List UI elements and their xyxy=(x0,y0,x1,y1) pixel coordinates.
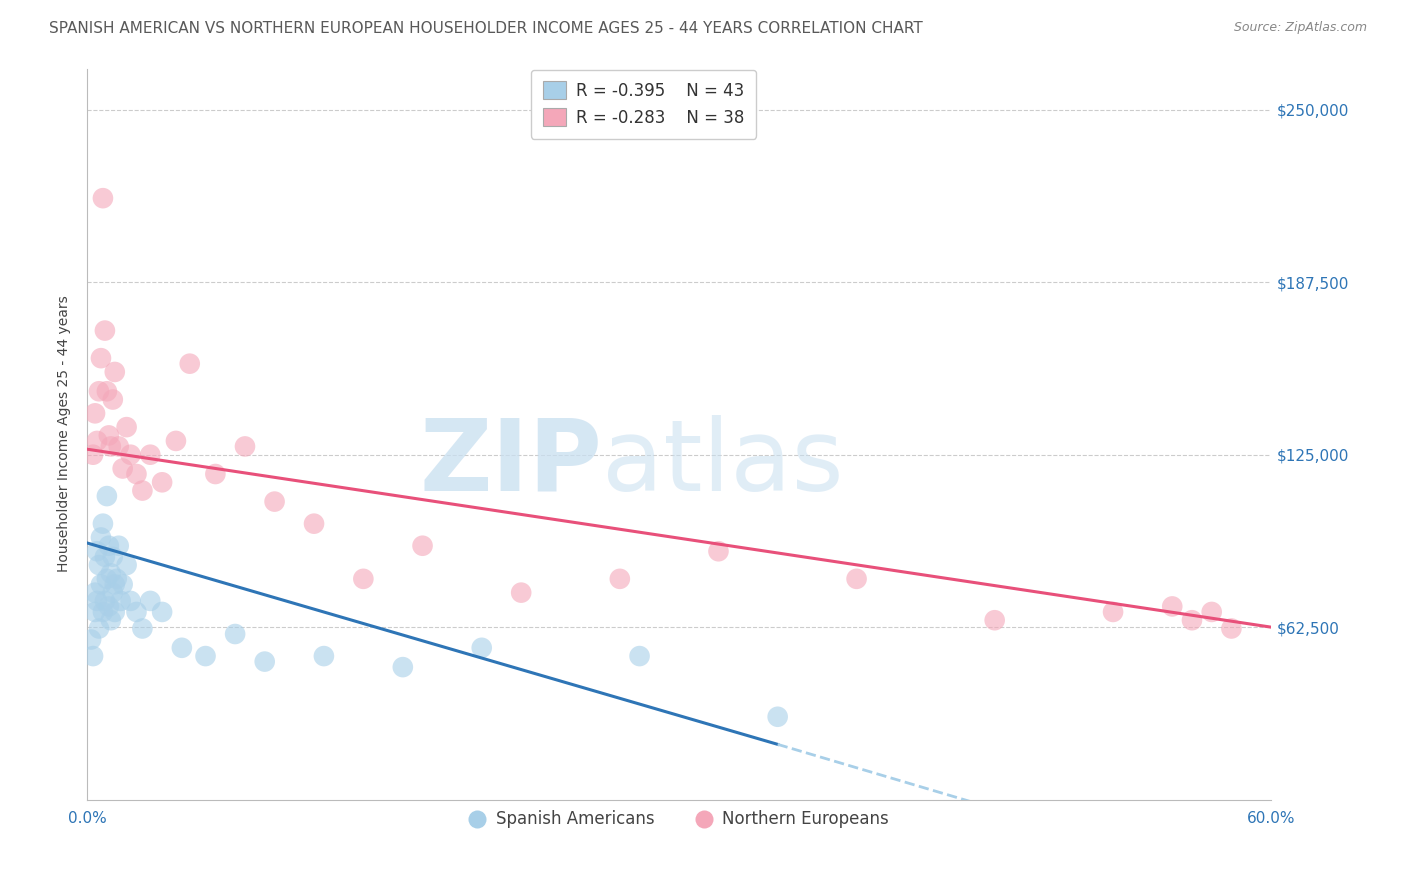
Point xyxy=(150,475,173,490)
Point xyxy=(302,516,325,531)
Point xyxy=(94,594,117,608)
Point xyxy=(253,655,276,669)
Point xyxy=(100,613,122,627)
Text: atlas: atlas xyxy=(602,415,844,512)
Point xyxy=(96,384,118,399)
Point xyxy=(91,605,114,619)
Point xyxy=(97,428,120,442)
Point xyxy=(471,640,494,655)
Point xyxy=(131,483,153,498)
Point xyxy=(84,605,107,619)
Point xyxy=(125,467,148,481)
Point xyxy=(115,558,138,572)
Point xyxy=(179,357,201,371)
Point xyxy=(87,558,110,572)
Point xyxy=(104,365,127,379)
Point xyxy=(94,549,117,564)
Point xyxy=(609,572,631,586)
Point xyxy=(1181,613,1204,627)
Point xyxy=(90,577,112,591)
Point xyxy=(139,594,162,608)
Point xyxy=(1201,605,1223,619)
Point xyxy=(86,544,108,558)
Point xyxy=(82,649,104,664)
Point xyxy=(111,577,134,591)
Point xyxy=(101,585,124,599)
Point xyxy=(263,494,285,508)
Point xyxy=(391,660,413,674)
Point xyxy=(707,544,730,558)
Point xyxy=(100,566,122,581)
Text: ZIP: ZIP xyxy=(419,415,602,512)
Point xyxy=(204,467,226,481)
Point xyxy=(104,605,127,619)
Point xyxy=(91,191,114,205)
Point xyxy=(91,516,114,531)
Point xyxy=(84,406,107,420)
Point xyxy=(1102,605,1125,619)
Point xyxy=(87,384,110,399)
Point xyxy=(224,627,246,641)
Point xyxy=(82,448,104,462)
Point xyxy=(165,434,187,448)
Point xyxy=(107,539,129,553)
Point xyxy=(86,434,108,448)
Point xyxy=(983,613,1005,627)
Text: Source: ZipAtlas.com: Source: ZipAtlas.com xyxy=(1233,21,1367,34)
Point xyxy=(352,572,374,586)
Point xyxy=(90,531,112,545)
Point xyxy=(150,605,173,619)
Point xyxy=(86,594,108,608)
Point xyxy=(766,710,789,724)
Point xyxy=(80,632,103,647)
Point xyxy=(120,448,142,462)
Point xyxy=(120,594,142,608)
Point xyxy=(125,605,148,619)
Point xyxy=(97,539,120,553)
Point xyxy=(194,649,217,664)
Point xyxy=(1161,599,1184,614)
Point xyxy=(845,572,868,586)
Y-axis label: Householder Income Ages 25 - 44 years: Householder Income Ages 25 - 44 years xyxy=(58,295,72,573)
Point xyxy=(111,461,134,475)
Point xyxy=(100,439,122,453)
Point xyxy=(96,489,118,503)
Point xyxy=(115,420,138,434)
Point xyxy=(101,392,124,407)
Point xyxy=(510,585,533,599)
Point xyxy=(110,594,132,608)
Point xyxy=(312,649,335,664)
Point xyxy=(105,572,128,586)
Point xyxy=(97,599,120,614)
Point xyxy=(233,439,256,453)
Point xyxy=(87,622,110,636)
Point xyxy=(90,351,112,366)
Point xyxy=(104,577,127,591)
Text: SPANISH AMERICAN VS NORTHERN EUROPEAN HOUSEHOLDER INCOME AGES 25 - 44 YEARS CORR: SPANISH AMERICAN VS NORTHERN EUROPEAN HO… xyxy=(49,21,922,36)
Point xyxy=(84,585,107,599)
Point xyxy=(131,622,153,636)
Point xyxy=(96,572,118,586)
Point xyxy=(101,549,124,564)
Point xyxy=(94,324,117,338)
Legend: Spanish Americans, Northern Europeans: Spanish Americans, Northern Europeans xyxy=(463,804,896,835)
Point xyxy=(628,649,651,664)
Point xyxy=(139,448,162,462)
Point xyxy=(107,439,129,453)
Point xyxy=(170,640,193,655)
Point xyxy=(412,539,434,553)
Point xyxy=(1220,622,1243,636)
